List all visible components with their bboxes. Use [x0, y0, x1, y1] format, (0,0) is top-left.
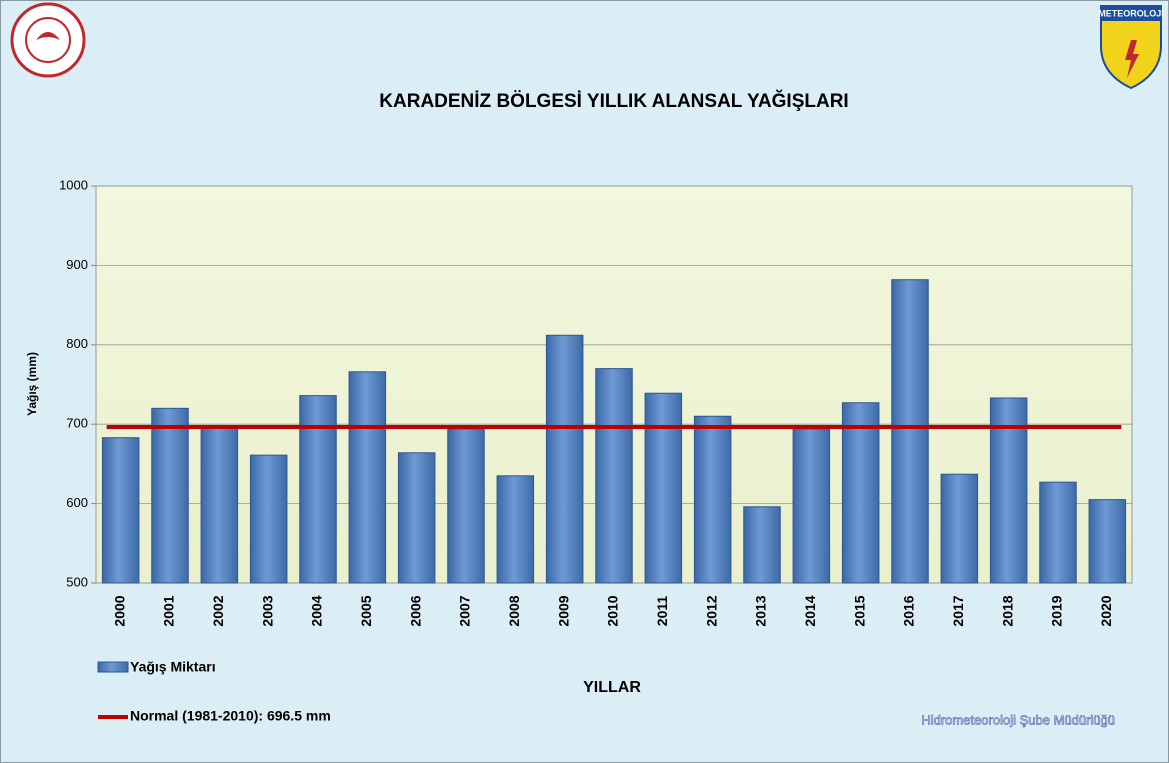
chart-title: KARADENİZ BÖLGESİ YILLIK ALANSAL YAĞIŞLA…: [379, 90, 848, 112]
bar: [694, 416, 731, 583]
legend-label: Yağış Miktarı: [130, 659, 216, 675]
x-axis-label: YILLAR: [583, 679, 641, 696]
x-tick-label: 2005: [358, 595, 374, 626]
x-tick-label: 2009: [555, 595, 571, 626]
bar: [102, 438, 139, 583]
bar: [398, 453, 435, 583]
y-tick-label: 800: [66, 336, 88, 351]
x-tick-label: 2012: [703, 595, 719, 626]
x-tick-label: 2016: [901, 595, 917, 626]
bar: [250, 455, 287, 583]
bar: [892, 280, 929, 583]
bar: [645, 393, 682, 583]
x-tick-label: 2020: [1098, 595, 1114, 626]
bar: [744, 507, 781, 583]
bar: [596, 369, 633, 583]
x-tick-label: 2011: [654, 596, 670, 627]
bar: [842, 403, 879, 583]
footer: Hidrometeoroloji Şube Müdürlüğü: [921, 712, 1115, 727]
x-tick-label: 2004: [309, 595, 325, 626]
bar: [1040, 482, 1077, 583]
x-tick-label: 2003: [259, 595, 275, 626]
x-tick-label: 2008: [506, 595, 522, 626]
chart: METEOROLOJİ KARADENİZ BÖLGESİ YILLIK ALA…: [0, 0, 1169, 763]
y-tick-label: 900: [66, 257, 88, 272]
x-tick-label: 2010: [605, 595, 621, 626]
logo-text: METEOROLOJİ: [1098, 8, 1164, 18]
x-tick-label: 2014: [802, 595, 818, 626]
bar: [497, 476, 534, 583]
x-tick-label: 2013: [753, 595, 769, 626]
bar: [1089, 500, 1126, 583]
x-tick-label: 2018: [999, 595, 1015, 626]
y-tick-label: 1000: [59, 177, 88, 192]
bar: [546, 335, 583, 583]
x-tick-label: 2002: [210, 595, 226, 626]
x-tick-label: 2001: [161, 595, 177, 626]
bar: [152, 408, 189, 583]
bar: [793, 429, 830, 583]
x-tick-label: 2015: [851, 595, 867, 626]
x-tick-label: 2017: [950, 595, 966, 626]
legend-swatch: [98, 662, 128, 672]
legend-label: Normal (1981-2010): 696.5 mm: [130, 708, 331, 724]
bar: [349, 372, 386, 583]
x-tick-label: 2006: [407, 595, 423, 626]
x-tick-label: 2007: [457, 595, 473, 626]
y-axis-label: Yağış (mm): [25, 352, 39, 416]
x-tick-label: 2000: [111, 595, 127, 626]
bar: [448, 429, 485, 583]
y-tick-label: 600: [66, 495, 88, 510]
y-tick-label: 500: [66, 574, 88, 589]
left-logo: [12, 4, 84, 76]
y-tick-label: 700: [66, 416, 88, 431]
x-tick-label: 2019: [1049, 595, 1065, 626]
bar: [941, 474, 978, 583]
bar: [201, 427, 238, 583]
bar: [300, 396, 337, 583]
